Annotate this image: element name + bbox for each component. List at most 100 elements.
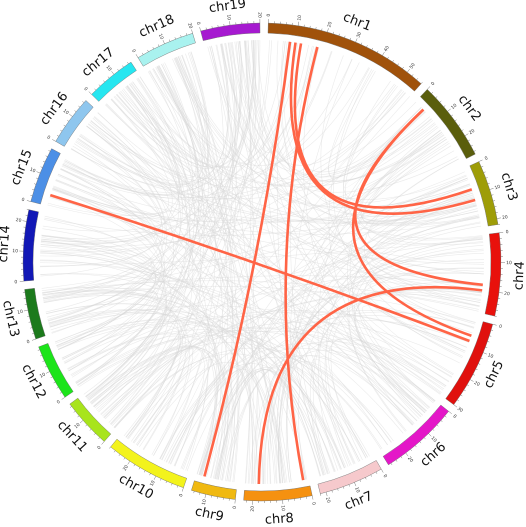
tick-label-chr16-0: 0 bbox=[46, 134, 52, 141]
background-link bbox=[54, 308, 163, 377]
tick-label-chr17-0: 0 bbox=[82, 86, 88, 92]
tick-chr3-6 bbox=[485, 177, 488, 179]
background-link bbox=[225, 40, 251, 153]
tick-chr1-36 bbox=[371, 47, 373, 50]
tick-chr10-10 bbox=[153, 476, 157, 480]
chromosome-label-chr19: chr19 bbox=[208, 0, 247, 16]
tick-chr9-14 bbox=[193, 491, 195, 494]
tick-chr17-4 bbox=[98, 84, 101, 87]
tick-chr18-0 bbox=[135, 54, 139, 58]
tick-label-chr10-20: 20 bbox=[122, 464, 130, 472]
tick-chr10-28 bbox=[109, 446, 111, 449]
tick-chr12-6 bbox=[53, 381, 56, 384]
background-link bbox=[97, 112, 285, 483]
background-link bbox=[247, 40, 445, 182]
tick-chr2-10 bbox=[447, 108, 451, 112]
tick-chr2-6 bbox=[439, 100, 442, 103]
highlight-links bbox=[49, 41, 483, 484]
background-link bbox=[75, 335, 382, 450]
tick-chr5-8 bbox=[485, 346, 488, 348]
background-link bbox=[49, 52, 209, 328]
tick-chr15-2 bbox=[30, 195, 33, 196]
background-link bbox=[328, 337, 447, 459]
tick-chr18-4 bbox=[147, 49, 149, 52]
tick-chr15-6 bbox=[34, 183, 37, 185]
background-link bbox=[227, 364, 370, 482]
tick-label-chr2-0: 0 bbox=[430, 81, 436, 87]
tick-chr5-28 bbox=[457, 399, 460, 402]
background-link bbox=[177, 56, 229, 477]
background-link bbox=[56, 43, 229, 346]
background-link bbox=[49, 310, 187, 450]
background-link bbox=[68, 40, 247, 372]
background-link bbox=[51, 123, 168, 334]
background-link bbox=[64, 88, 181, 364]
background-link bbox=[155, 54, 217, 162]
tick-label-chr4-0: 0 bbox=[505, 229, 509, 235]
tick-chr8-0 bbox=[312, 495, 314, 500]
chromosome-chr6 bbox=[382, 404, 449, 466]
tick-label-chr6-0: 0 bbox=[452, 413, 458, 420]
background-link bbox=[147, 71, 306, 480]
background-link bbox=[215, 129, 441, 480]
chromosome-label-chr17: chr17 bbox=[79, 45, 117, 80]
tick-label-chr19-20: 20 bbox=[256, 12, 262, 18]
tick-chr2-16 bbox=[458, 124, 461, 126]
tick-chr7-14 bbox=[343, 486, 345, 489]
background-link bbox=[159, 43, 234, 460]
background-link bbox=[248, 288, 482, 484]
tick-chr15-4 bbox=[32, 189, 35, 191]
tick-chr12-4 bbox=[56, 387, 59, 389]
background-link bbox=[355, 111, 483, 241]
tick-chr1-46 bbox=[397, 63, 399, 66]
tick-chr15-16 bbox=[45, 155, 48, 157]
background-link bbox=[116, 46, 318, 168]
tick-chr3-2 bbox=[481, 166, 484, 168]
chromosome-chr11 bbox=[69, 397, 112, 442]
tick-chr9-12 bbox=[199, 492, 201, 495]
background-link bbox=[181, 54, 238, 482]
background-link bbox=[40, 138, 448, 247]
background-link bbox=[347, 331, 441, 412]
tick-label-chr15-0: 0 bbox=[21, 197, 25, 204]
tick-label-chr7-10: 10 bbox=[353, 486, 361, 494]
background-link bbox=[211, 45, 326, 475]
tick-chr15-18 bbox=[48, 150, 51, 152]
background-link bbox=[51, 305, 453, 378]
tick-label-chr10-0: 0 bbox=[178, 493, 185, 498]
background-link bbox=[148, 67, 370, 166]
tick-chr12-16 bbox=[40, 355, 43, 357]
background-link bbox=[91, 70, 195, 405]
tick-chr2-20 bbox=[464, 133, 469, 136]
tick-label-chr3-20: 20 bbox=[502, 214, 509, 221]
tick-chr3-14 bbox=[493, 200, 496, 202]
tick-label-chr5-20: 20 bbox=[473, 380, 481, 388]
tick-chr12-10 bbox=[45, 371, 50, 374]
chromosome-label-chr8: chr8 bbox=[264, 511, 294, 527]
tick-chr7-6 bbox=[365, 477, 367, 480]
tick-chr9-10 bbox=[204, 494, 207, 499]
highlight-link-7 bbox=[257, 285, 483, 484]
background-link bbox=[253, 248, 484, 484]
tick-chr16-0 bbox=[52, 139, 56, 142]
chromosome-label-chr9: chr9 bbox=[194, 504, 225, 525]
background-link bbox=[371, 222, 483, 287]
background-link bbox=[47, 40, 254, 321]
background-link bbox=[89, 347, 229, 481]
tick-label-chr8-20: 20 bbox=[250, 506, 256, 512]
background-link bbox=[178, 56, 458, 193]
tick-chr15-12 bbox=[40, 166, 43, 168]
tick-chr16-8 bbox=[67, 119, 69, 122]
tick-chr1-56 bbox=[420, 82, 423, 84]
tick-label-chr5-10: 10 bbox=[487, 352, 495, 360]
tick-chr2-24 bbox=[470, 144, 473, 147]
background-link bbox=[344, 107, 434, 189]
tick-chr10-6 bbox=[165, 481, 167, 484]
tick-chr3-8 bbox=[487, 182, 490, 185]
tick-chr7-12 bbox=[348, 484, 350, 487]
background-link bbox=[41, 240, 229, 481]
tick-chr10-22 bbox=[123, 457, 126, 460]
chromosome-chr14 bbox=[22, 209, 39, 282]
chromosome-label-chr7: chr7 bbox=[343, 489, 376, 514]
